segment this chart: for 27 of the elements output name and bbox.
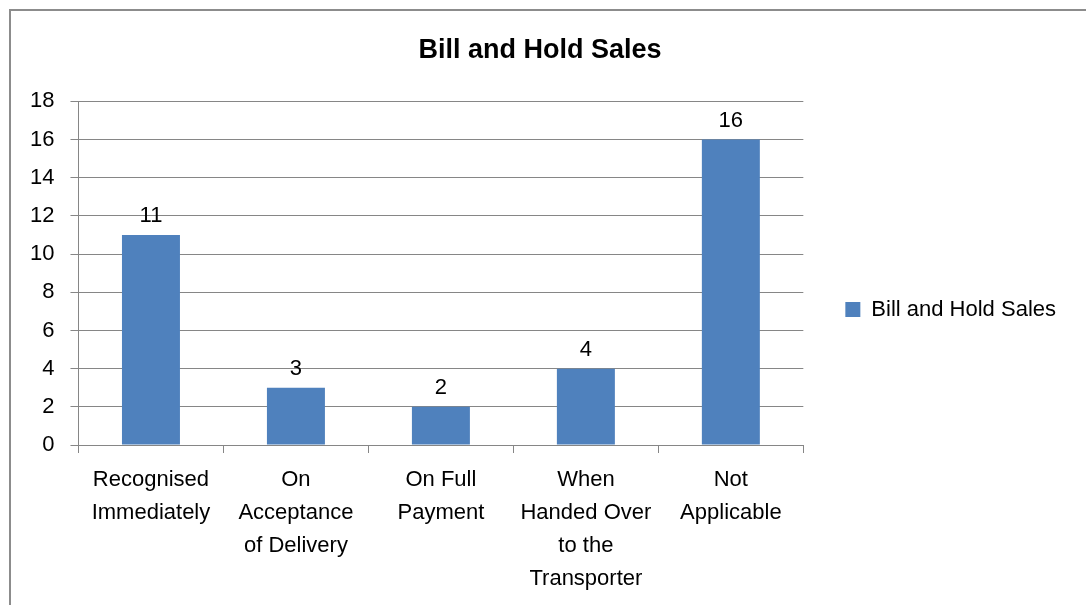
- x-tick-label: Recognised Immediately: [91, 465, 211, 524]
- bar: [266, 387, 325, 445]
- y-tick-label: 4: [42, 354, 55, 380]
- y-tick-label: 0: [42, 431, 55, 457]
- x-tick-label: Not Applicable: [680, 465, 782, 524]
- y-tick-label: 2: [42, 392, 55, 418]
- data-label: 3: [289, 354, 303, 380]
- y-tick-label: 16: [29, 125, 55, 151]
- x-tick-label: On Full Payment: [397, 465, 485, 524]
- legend-label: Bill and Hold Sales: [871, 295, 1057, 321]
- bar: [701, 139, 760, 445]
- x-tick-label: On Acceptance of Delivery: [238, 465, 354, 557]
- data-label: 4: [579, 335, 593, 361]
- data-label: 11: [139, 202, 163, 228]
- bar: [411, 406, 470, 445]
- y-tick-label: 10: [29, 240, 55, 266]
- chart-title: Bill and Hold Sales: [418, 33, 662, 64]
- data-label: 16: [718, 106, 744, 132]
- y-tick-label: 14: [29, 163, 55, 189]
- y-tick-label: 18: [29, 87, 55, 113]
- x-tick-label: When Handed Over to the Transporter: [520, 465, 652, 590]
- bar: [556, 368, 615, 445]
- bar: [121, 235, 180, 445]
- y-tick-label: 12: [29, 202, 55, 227]
- y-tick-label: 8: [42, 278, 55, 304]
- data-label: 2: [434, 373, 448, 399]
- y-tick-label: 6: [42, 316, 55, 342]
